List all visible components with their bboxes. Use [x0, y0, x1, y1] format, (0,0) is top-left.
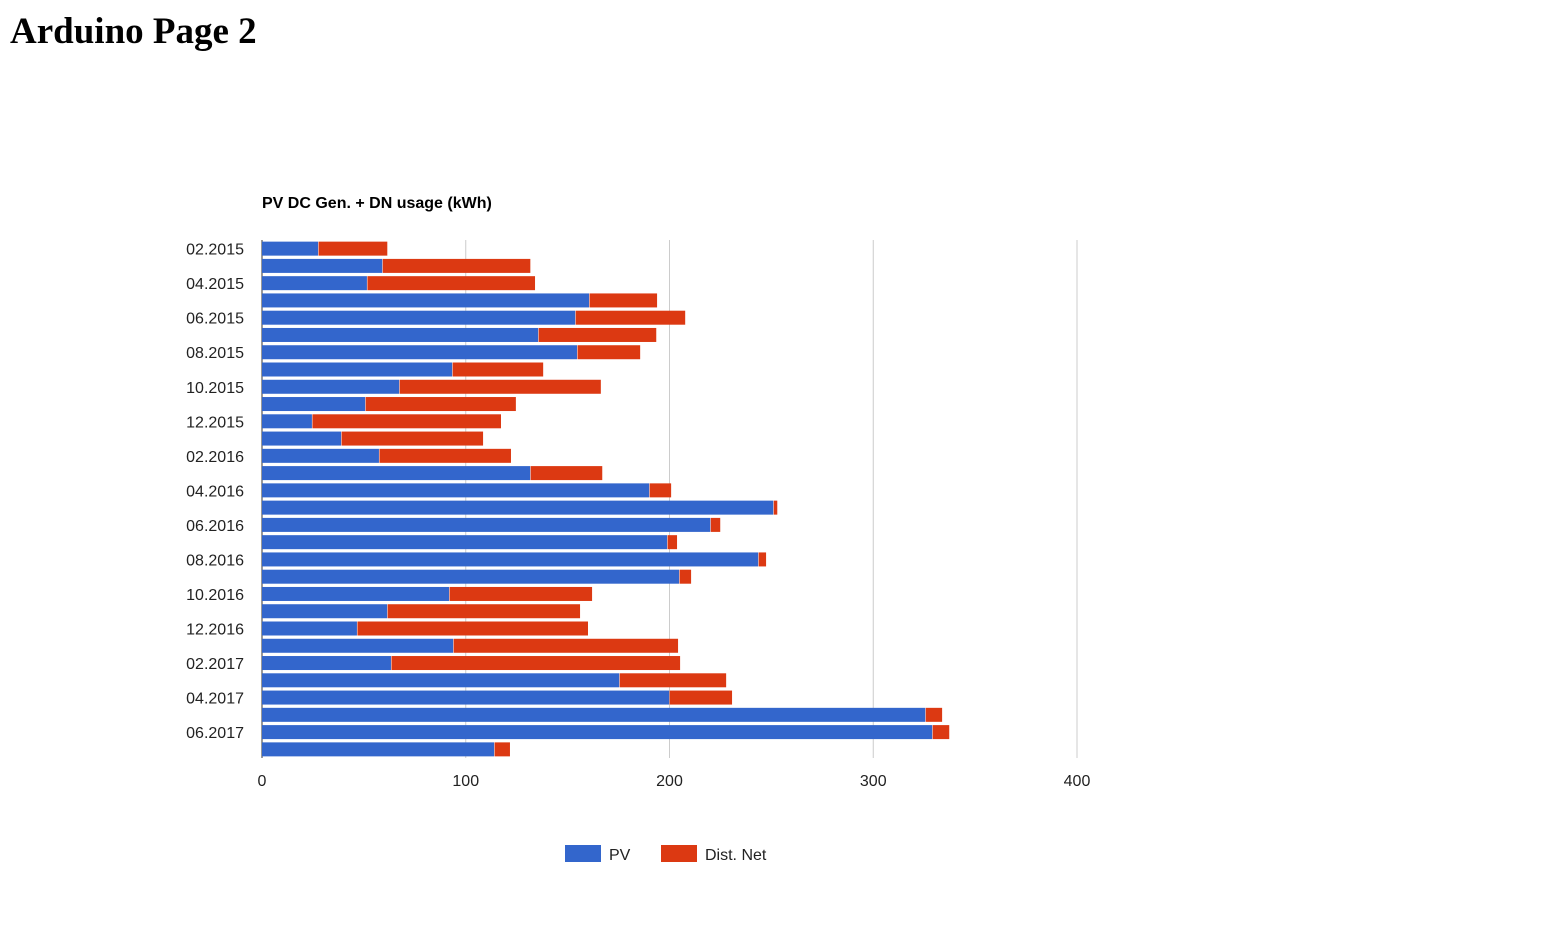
bar-pv [262, 673, 620, 688]
bar-pv [262, 483, 650, 498]
y-tick-label: 10.2015 [186, 380, 244, 397]
bar-dist-net [382, 258, 531, 273]
bar-pv [262, 414, 312, 429]
bar-dist-net [669, 690, 733, 705]
x-tick-label: 400 [1064, 773, 1091, 790]
y-tick-label: 06.2015 [186, 311, 244, 328]
chart-title: PV DC Gen. + DN usage (kWh) [262, 195, 492, 212]
bar-pv [262, 293, 590, 308]
bar-dist-net [391, 656, 681, 671]
bar-dist-net [619, 673, 727, 688]
bar-dist-net [312, 414, 501, 429]
bar-pv [262, 466, 531, 481]
bar-pv [262, 586, 450, 601]
bar-dist-net [575, 310, 686, 325]
bar-dist-net [710, 517, 721, 532]
bar-dist-net [667, 535, 678, 550]
bar-dist-net [538, 327, 657, 342]
bar-dist-net [589, 293, 658, 308]
bar-pv [262, 552, 759, 567]
bar-pv [262, 725, 933, 740]
bar-pv [262, 517, 711, 532]
y-tick-label: 10.2016 [186, 587, 244, 604]
bar-pv [262, 276, 367, 291]
bar-dist-net [577, 345, 641, 360]
y-tick-label: 04.2017 [186, 691, 244, 708]
bar-pv [262, 448, 379, 463]
bar-dist-net [357, 621, 588, 636]
page-title: Arduino Page 2 [10, 11, 257, 52]
bar-pv [262, 327, 539, 342]
bar-pv [262, 604, 388, 619]
y-tick-label: 02.2015 [186, 242, 244, 259]
bar-dist-net [758, 552, 767, 567]
y-tick-label: 02.2017 [186, 656, 244, 673]
bar-dist-net [318, 241, 388, 256]
legend-label: PV [609, 847, 631, 864]
x-tick-label: 300 [860, 773, 887, 790]
bar-dist-net [530, 466, 603, 481]
legend-swatch [661, 845, 697, 862]
bar-pv [262, 397, 366, 412]
bar-dist-net [341, 431, 484, 446]
bar-dist-net [773, 500, 778, 515]
y-tick-label: 04.2016 [186, 483, 244, 500]
bar-pv [262, 500, 774, 515]
bar-pv [262, 258, 383, 273]
bar-pv [262, 345, 577, 360]
bar-pv [262, 707, 926, 722]
bar-pv [262, 569, 680, 584]
bar-dist-net [925, 707, 943, 722]
legend-swatch [565, 845, 601, 862]
bar-pv [262, 656, 391, 671]
bar-dist-net [365, 397, 516, 412]
bar-pv [262, 431, 342, 446]
bar-dist-net [367, 276, 536, 291]
bar-pv [262, 690, 670, 705]
y-tick-label: 12.2016 [186, 622, 244, 639]
bar-dist-net [387, 604, 581, 619]
x-tick-label: 100 [452, 773, 479, 790]
bar-dist-net [449, 586, 593, 601]
bar-dist-net [399, 379, 601, 394]
bar-dist-net [679, 569, 692, 584]
y-tick-label: 12.2015 [186, 414, 244, 431]
y-tick-label: 02.2016 [186, 449, 244, 466]
bar-dist-net [379, 448, 511, 463]
y-tick-label: 08.2016 [186, 552, 244, 569]
bar-pv [262, 742, 495, 757]
bar-dist-net [452, 362, 544, 377]
y-tick-label: 06.2017 [186, 725, 244, 742]
bar-pv [262, 638, 454, 653]
x-tick-label: 0 [258, 773, 267, 790]
bar-pv [262, 241, 319, 256]
y-tick-label: 08.2015 [186, 345, 244, 362]
bar-dist-net [649, 483, 672, 498]
bar-pv [262, 379, 400, 394]
bar-pv [262, 310, 576, 325]
y-tick-label: 04.2015 [186, 276, 244, 293]
bar-pv [262, 621, 357, 636]
legend-label: Dist. Net [705, 847, 767, 864]
bar-dist-net [494, 742, 510, 757]
bar-dist-net [453, 638, 679, 653]
y-tick-label: 06.2016 [186, 518, 244, 535]
bar-dist-net [932, 725, 950, 740]
bar-pv [262, 535, 668, 550]
bar-pv [262, 362, 453, 377]
x-tick-label: 200 [656, 773, 683, 790]
